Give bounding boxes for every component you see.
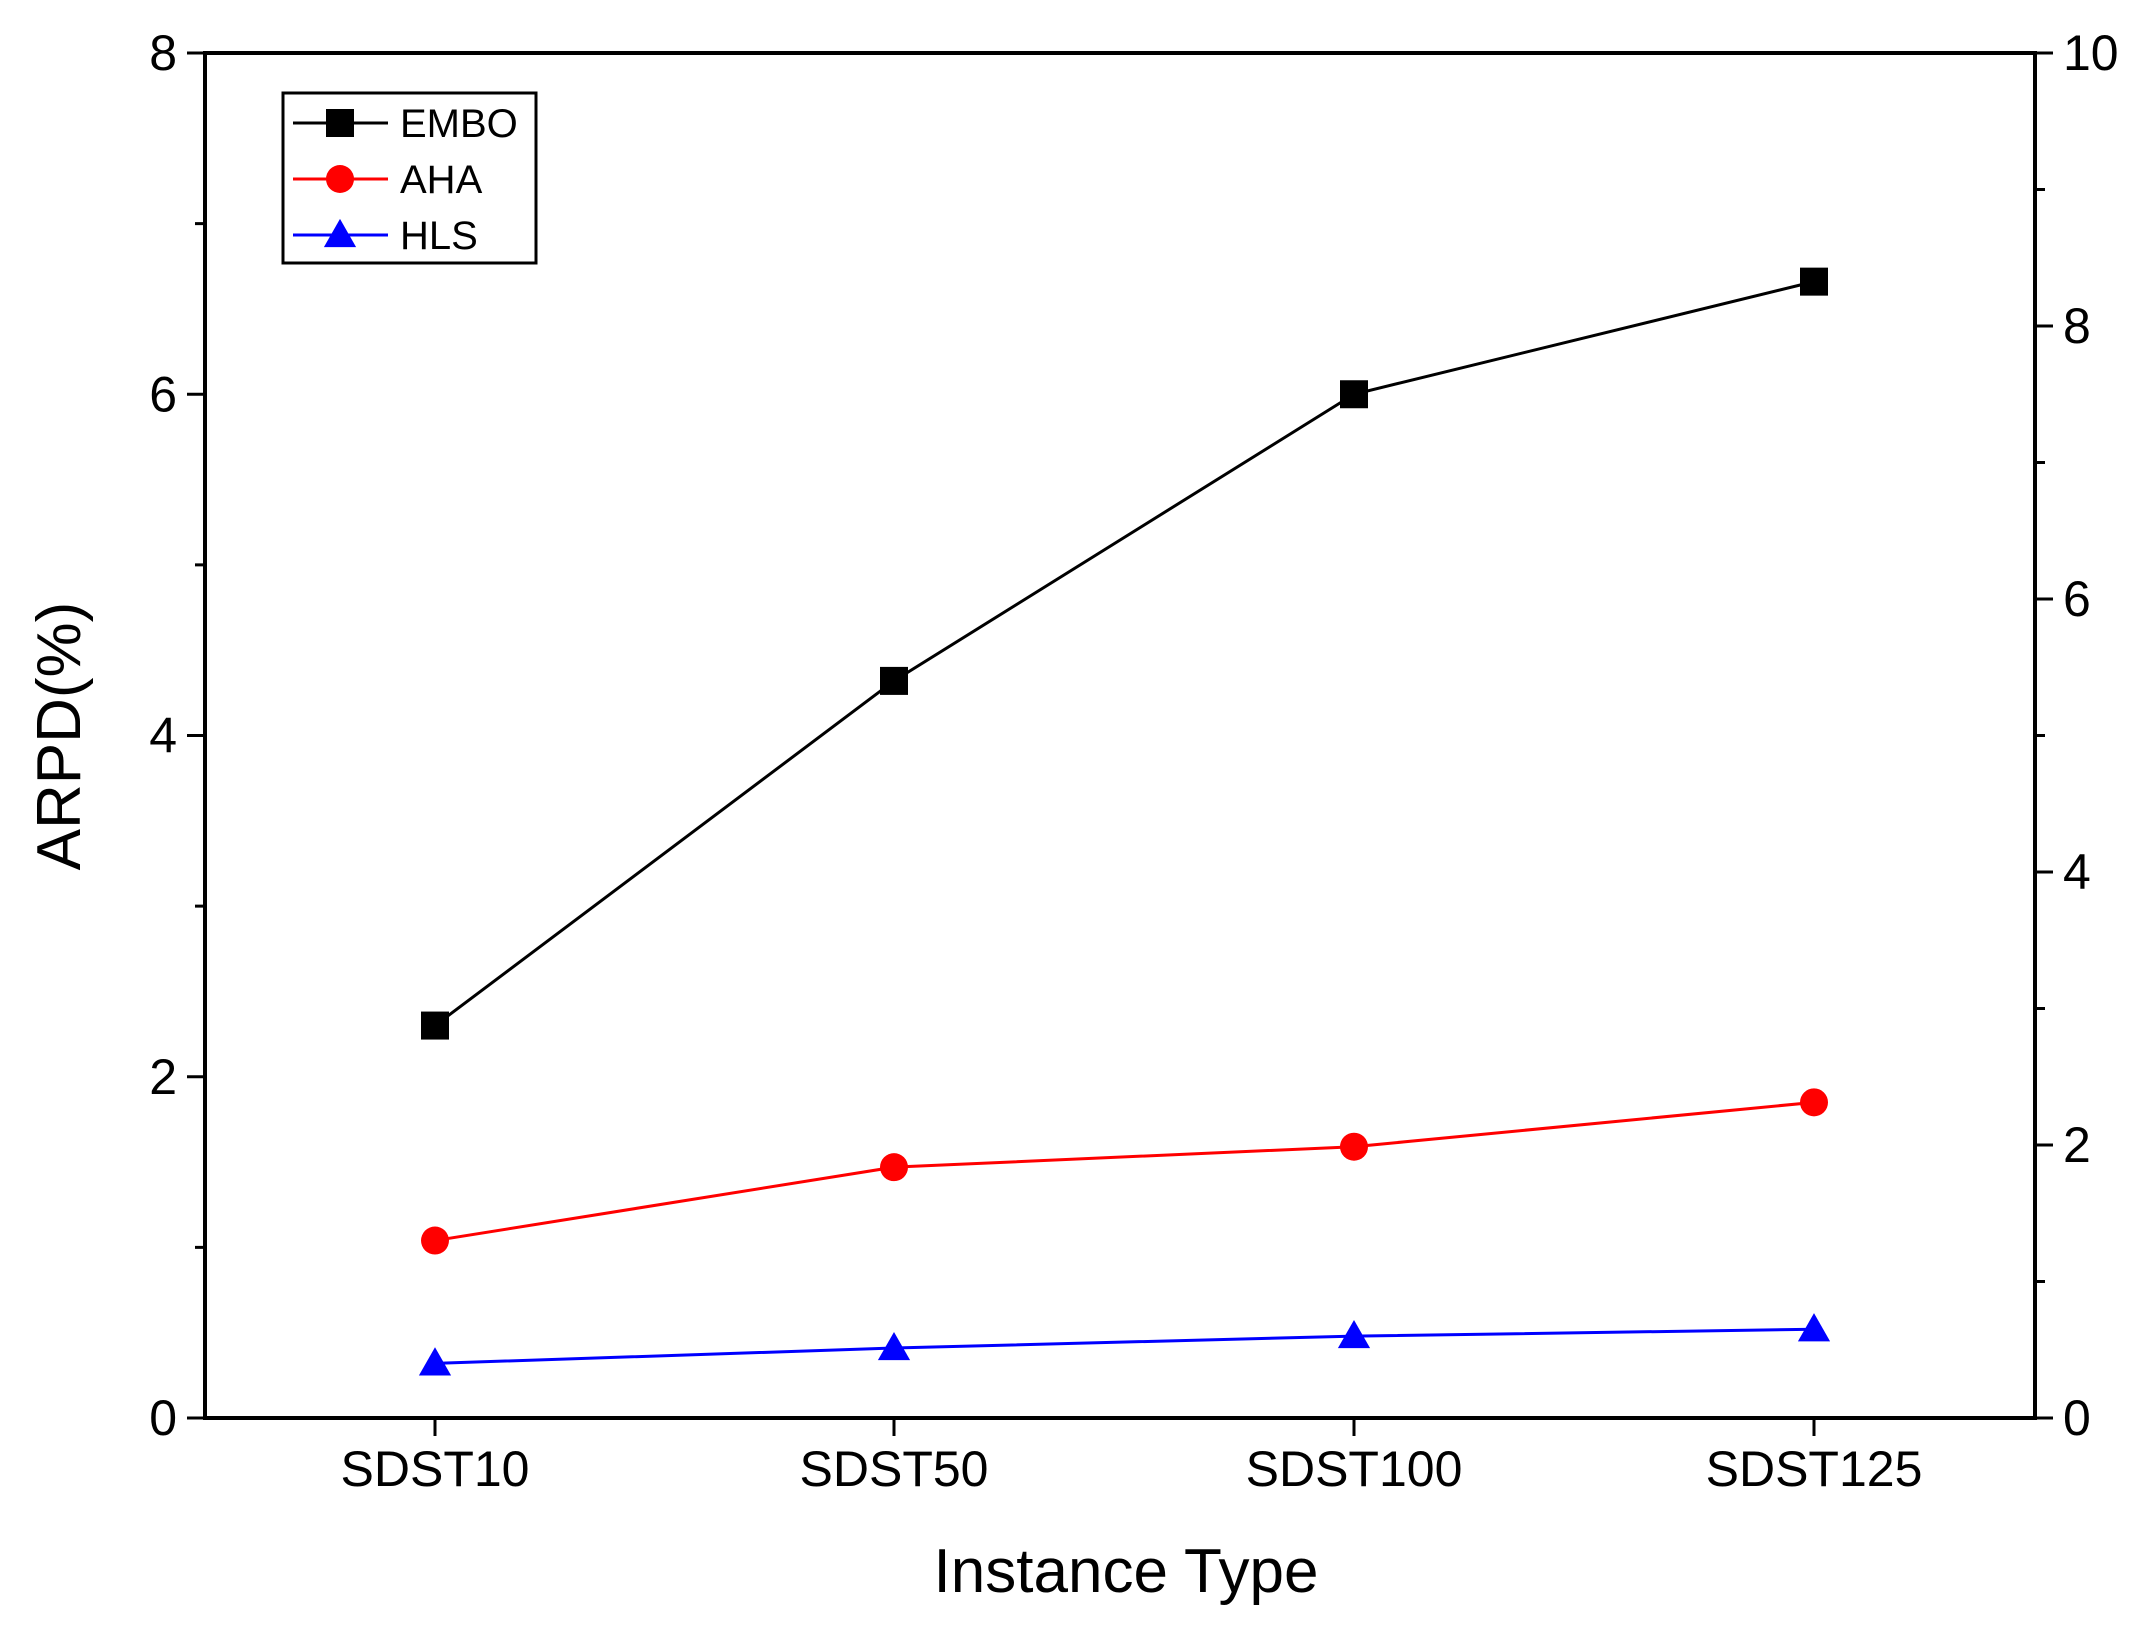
y2-tick-label: 0 [2063, 1390, 2091, 1446]
series-line [434, 280, 1815, 1027]
data-point [880, 666, 908, 695]
y-tick-label: 8 [149, 25, 177, 81]
x-tick-label: SDST100 [1246, 1441, 1463, 1497]
y-tick-label: 0 [149, 1390, 177, 1446]
y-tick-label: 6 [149, 366, 177, 422]
y2-tick-label: 2 [2063, 1117, 2091, 1173]
data-point [421, 1226, 449, 1255]
y-axis-title: ARPD(%) [25, 602, 94, 871]
y2-tick-label: 10 [2063, 25, 2119, 81]
legend-label: HLS [400, 214, 478, 258]
legend-item-aha: AHA [293, 158, 483, 202]
y2-tick-label: 4 [2063, 844, 2091, 900]
x-axis-title: Instance Type [934, 1537, 1319, 1606]
data-point [1340, 380, 1368, 409]
series-embo [421, 267, 1828, 1040]
triangle-marker-icon [323, 218, 357, 248]
data-point [1337, 1320, 1371, 1349]
left-axis: 0 2 4 6 8 [149, 25, 205, 1446]
legend-label: EMBO [400, 102, 518, 146]
series-line [434, 1100, 1815, 1243]
series-line [434, 1327, 1815, 1365]
x-axis: SDST10 SDST50 SDST100 SDST125 [341, 1418, 1923, 1497]
legend-item-hls: HLS [293, 214, 478, 258]
data-point [1797, 1313, 1831, 1342]
data-point [1800, 267, 1828, 296]
data-point [880, 1153, 908, 1182]
series-hls [418, 1313, 1831, 1376]
legend-item-embo: EMBO [293, 102, 518, 146]
legend: EMBO AHA HLS [281, 91, 538, 265]
y-tick-label: 2 [149, 1049, 177, 1105]
y2-tick-label: 6 [2063, 571, 2091, 627]
x-tick-label: SDST10 [341, 1441, 530, 1497]
data-point [1800, 1088, 1828, 1117]
x-tick-label: SDST50 [800, 1441, 989, 1497]
data-point [877, 1331, 911, 1361]
series-layer [418, 267, 1831, 1376]
series-aha [421, 1088, 1828, 1255]
circle-marker-icon [326, 165, 354, 193]
square-marker-icon [326, 109, 354, 137]
data-point [1340, 1132, 1368, 1161]
y-tick-label: 4 [149, 708, 177, 764]
legend-label: AHA [400, 158, 483, 202]
y2-tick-label: 8 [2063, 298, 2091, 354]
x-tick-label: SDST125 [1706, 1441, 1923, 1497]
data-point [418, 1347, 452, 1376]
data-point [421, 1011, 449, 1040]
right-axis: 0 2 4 6 8 10 [2035, 25, 2119, 1446]
